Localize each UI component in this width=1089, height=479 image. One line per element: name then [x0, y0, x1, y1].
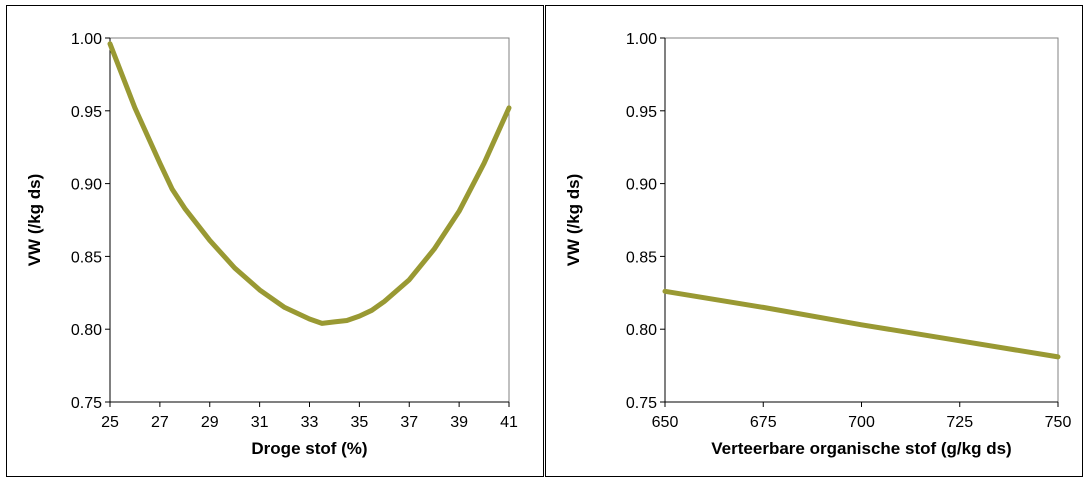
y-axis-title: VW (/kg ds) — [564, 174, 583, 267]
chart-panel-organische-stof: 0.75 0.80 0.85 0.90 0.95 1.00 650 675 700 725 750 V… — [545, 5, 1083, 477]
chart-organische-stof: 0.75 0.80 0.85 0.90 0.95 1.00 650 675 700 725 750 V… — [564, 31, 1072, 458]
x-tick-label: 25 — [101, 414, 119, 431]
y-tick-label: 0.90 — [71, 177, 102, 194]
y-tick-label: 1.00 — [626, 31, 657, 48]
y-tick-label: 0.85 — [71, 249, 102, 266]
series-line — [107, 41, 512, 326]
x-tick-label: 41 — [500, 414, 518, 431]
series-line — [662, 288, 1061, 360]
x-tick-label: 29 — [201, 414, 219, 431]
y-tick-label: 1.00 — [71, 31, 102, 48]
x-tick-label: 700 — [848, 414, 875, 431]
x-tick-label: 675 — [750, 414, 777, 431]
x-tick-label: 35 — [350, 414, 368, 431]
x-tick-label: 33 — [301, 414, 319, 431]
y-tick-label: 0.90 — [626, 177, 657, 194]
x-axis-title: Verteerbare organische stof (g/kg ds) — [711, 439, 1011, 458]
y-tick-label: 0.80 — [626, 322, 657, 339]
y-tick-label: 0.75 — [626, 395, 657, 412]
y-tick-label: 0.95 — [71, 104, 102, 121]
y-tick-label: 0.85 — [626, 249, 657, 266]
x-tick-label: 27 — [151, 414, 169, 431]
chart-panel-droge-stof: 0.75 0.80 0.85 0.90 0.95 1.00 25 27 29 31 33 35 37 39… — [6, 5, 544, 477]
x-tick-label: 31 — [251, 414, 269, 431]
x-axis-title: Droge stof (%) — [251, 439, 367, 458]
x-tick-label: 37 — [400, 414, 418, 431]
y-tick-label: 0.95 — [626, 104, 657, 121]
x-tick-label: 39 — [450, 414, 468, 431]
x-tick-label: 725 — [946, 414, 973, 431]
y-tick-label: 0.80 — [71, 322, 102, 339]
chart-droge-stof: 0.75 0.80 0.85 0.90 0.95 1.00 25 27 29 31 33 35 37 39… — [25, 31, 518, 458]
y-tick-label: 0.75 — [71, 395, 102, 412]
x-tick-label: 750 — [1045, 414, 1072, 431]
y-axis-title: VW (/kg ds) — [25, 174, 44, 267]
x-tick-label: 650 — [652, 414, 679, 431]
plot-area — [109, 37, 510, 403]
